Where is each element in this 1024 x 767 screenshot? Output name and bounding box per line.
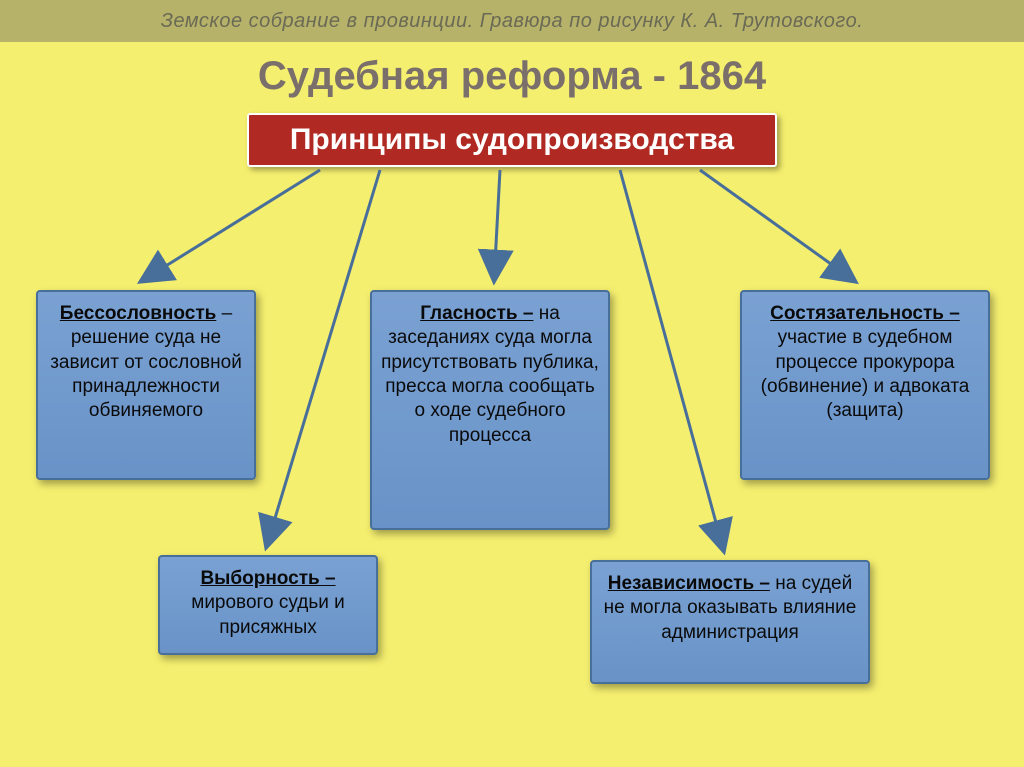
arrow [620,170,724,552]
center-box-text: Принципы судопроизводства [290,123,734,156]
arrow [140,170,320,282]
arrow [700,170,856,282]
slide-title: Судебная реформа - 1864 [0,54,1024,99]
node-term: Состязательность – [770,303,960,324]
node-body: на заседаниях суда могла присутствовать … [381,303,599,446]
node-n1: Бессословность – решение суда не зависит… [36,290,256,480]
watermark-bar: Земское собрание в провинции. Гравюра по… [0,0,1024,42]
node-n5: Состязательность – участие в судебном пр… [740,290,990,480]
node-term: Гласность – [420,303,533,324]
arrow [494,170,500,282]
node-term: Независимость – [608,573,770,594]
node-body: участие в судебном процессе прокурора (о… [761,327,970,421]
node-term: Бессословность [60,303,217,324]
arrow [266,170,380,548]
node-n3: Гласность – на заседаниях суда могла при… [370,290,610,530]
center-box: Принципы судопроизводства [247,113,777,167]
node-body: мирового судьи и присяжных [191,592,344,637]
node-term: Выборность – [200,568,335,589]
watermark-text: Земское собрание в провинции. Гравюра по… [161,10,864,33]
node-n2: Выборность – мирового судьи и присяжных [158,555,378,655]
node-n4: Независимость – на судей не могла оказыв… [590,560,870,684]
slide: Земское собрание в провинции. Гравюра по… [0,0,1024,767]
